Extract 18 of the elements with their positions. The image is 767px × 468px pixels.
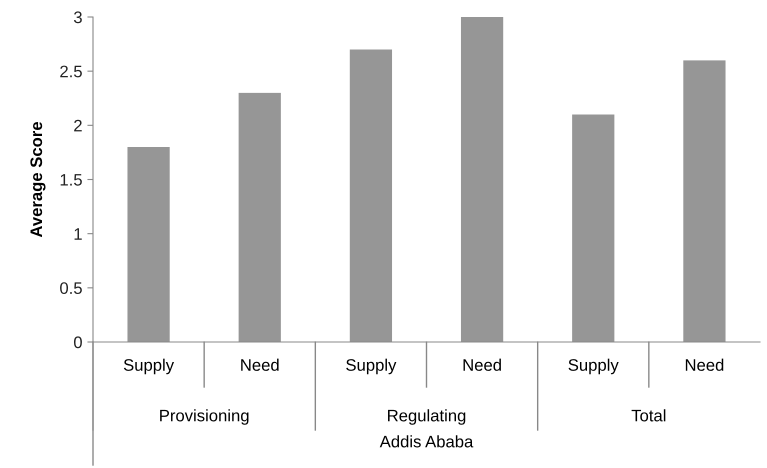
x-tick-label: Supply — [568, 358, 619, 374]
y-tick-label: 0 — [74, 336, 82, 348]
x-tick-label: Supply — [124, 358, 174, 374]
x-axis-title: Addis Ababa — [380, 435, 474, 448]
x-tick-label: Need — [241, 358, 279, 371]
y-tick-label: 0.5 — [60, 282, 82, 294]
text: Regulating — [388, 409, 466, 425]
y-tick-label: 2 — [74, 120, 82, 132]
x-tick-label: Supply — [346, 358, 396, 374]
text: Provisioning — [160, 409, 248, 425]
x-tick-label: Need — [686, 358, 724, 371]
x-tick-label: Need — [464, 358, 501, 371]
y-axis-title: Average Score — [30, 122, 46, 238]
y-tick-label: 1.5 — [60, 174, 82, 186]
y-tick-label: 1 — [74, 228, 82, 240]
y-tick-label: 2.5 — [60, 66, 82, 78]
text: Total — [632, 409, 666, 422]
y-tick-label: 3 — [74, 11, 82, 24]
